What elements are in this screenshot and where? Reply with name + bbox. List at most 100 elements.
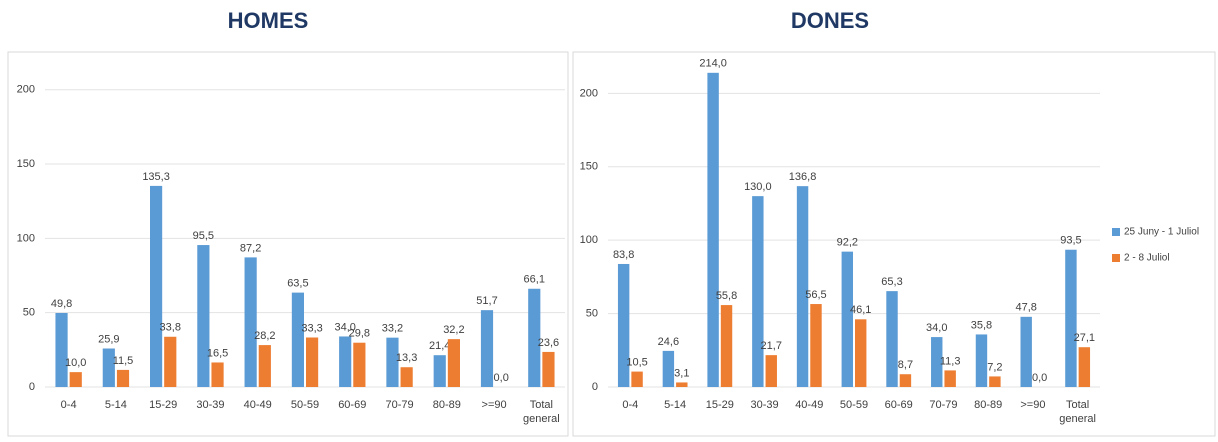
value-label: 24,6 bbox=[658, 336, 679, 348]
chart-frame bbox=[572, 51, 1216, 437]
value-label: 56,5 bbox=[805, 289, 826, 301]
value-label: 33,2 bbox=[382, 323, 403, 335]
x-tick-label: 70-79 bbox=[385, 399, 413, 411]
value-label: 135,3 bbox=[142, 171, 170, 183]
value-label: 34,0 bbox=[926, 322, 947, 334]
value-label: 87,2 bbox=[240, 242, 261, 254]
bar bbox=[1078, 347, 1091, 387]
legend-swatch bbox=[1112, 254, 1120, 262]
bar bbox=[353, 342, 366, 387]
x-tick-label: 15-29 bbox=[149, 399, 177, 411]
value-label: 47,8 bbox=[1015, 302, 1036, 314]
value-label: 46,1 bbox=[850, 304, 871, 316]
y-tick-label: 50 bbox=[23, 307, 35, 319]
bar bbox=[1020, 316, 1032, 387]
bar bbox=[433, 355, 446, 387]
y-tick-label: 0 bbox=[29, 381, 35, 393]
value-label: 33,8 bbox=[160, 322, 181, 334]
x-tick-label: 70-79 bbox=[929, 399, 957, 411]
chart-frame bbox=[7, 51, 569, 437]
bar bbox=[150, 185, 163, 387]
value-label: 21,7 bbox=[761, 340, 782, 352]
x-tick-label: 80-89 bbox=[433, 399, 461, 411]
bar bbox=[116, 369, 130, 387]
x-tick-label: 15-29 bbox=[706, 399, 734, 411]
value-label: 23,6 bbox=[538, 337, 559, 349]
value-label: 3,1 bbox=[674, 367, 689, 379]
bar bbox=[339, 336, 352, 387]
x-tick-label: 5-14 bbox=[105, 399, 127, 411]
value-label: 21,4 bbox=[429, 340, 450, 352]
bar bbox=[707, 72, 719, 388]
value-label: 0,0 bbox=[1032, 372, 1047, 384]
y-tick-label: 200 bbox=[17, 84, 35, 96]
x-tick-label: 30-39 bbox=[196, 399, 224, 411]
value-label: 66,1 bbox=[524, 274, 545, 286]
x-tick-label: 40-49 bbox=[795, 399, 823, 411]
bar bbox=[306, 337, 319, 387]
bar bbox=[631, 371, 643, 387]
bar bbox=[662, 350, 675, 387]
value-label: 10,0 bbox=[65, 357, 86, 369]
value-label: 95,5 bbox=[193, 230, 214, 242]
value-label: 11,5 bbox=[113, 355, 134, 367]
value-label: 29,8 bbox=[349, 328, 370, 340]
chart-title: HOMES bbox=[228, 8, 309, 33]
x-tick-label: 0-4 bbox=[61, 399, 77, 411]
bar bbox=[899, 374, 912, 387]
bar bbox=[400, 367, 413, 387]
bar bbox=[931, 337, 943, 387]
value-label: 92,2 bbox=[837, 237, 858, 249]
bar bbox=[975, 334, 988, 387]
value-label: 10,5 bbox=[626, 356, 647, 368]
bar bbox=[855, 319, 867, 387]
bar bbox=[211, 362, 224, 387]
value-label: 83,8 bbox=[613, 249, 634, 261]
value-label: 51,7 bbox=[476, 295, 497, 307]
y-tick-label: 100 bbox=[17, 232, 35, 244]
bar bbox=[676, 382, 688, 387]
value-label: 34,0 bbox=[334, 321, 355, 333]
bar bbox=[244, 257, 257, 387]
bar bbox=[810, 304, 822, 387]
x-tick-label: >=90 bbox=[1020, 399, 1045, 411]
bar bbox=[102, 348, 115, 387]
value-label: 33,3 bbox=[301, 322, 322, 334]
bar bbox=[841, 251, 853, 387]
value-label: 49,8 bbox=[51, 298, 72, 310]
bar bbox=[197, 245, 210, 387]
value-label: 27,1 bbox=[1074, 332, 1095, 344]
x-tick-label: 50-59 bbox=[840, 399, 868, 411]
chart-title: DONES bbox=[791, 8, 869, 33]
value-label: 0,0 bbox=[494, 372, 509, 384]
y-tick-label: 100 bbox=[580, 234, 598, 246]
bar bbox=[164, 336, 177, 387]
bar bbox=[1065, 249, 1077, 387]
value-label: 130,0 bbox=[744, 181, 772, 193]
bar bbox=[796, 186, 809, 387]
bar bbox=[386, 337, 399, 387]
y-tick-label: 150 bbox=[17, 158, 35, 170]
value-label: 55,8 bbox=[716, 290, 737, 302]
bar bbox=[989, 376, 1001, 387]
value-label: 63,5 bbox=[287, 278, 308, 290]
x-tick-label: 60-69 bbox=[338, 399, 366, 411]
legend-label: 25 Juny - 1 Juliol bbox=[1124, 227, 1199, 238]
bar bbox=[55, 312, 68, 387]
value-label: 8,7 bbox=[898, 359, 913, 371]
legend-swatch bbox=[1112, 228, 1120, 236]
x-tick-label: 80-89 bbox=[974, 399, 1002, 411]
bar bbox=[528, 288, 541, 387]
value-label: 16,5 bbox=[207, 347, 228, 359]
bar bbox=[542, 351, 555, 387]
value-label: 35,8 bbox=[971, 319, 992, 331]
bar bbox=[69, 372, 82, 387]
x-tick-label: 0-4 bbox=[622, 399, 638, 411]
x-tick-label: 5-14 bbox=[664, 399, 686, 411]
bar bbox=[765, 355, 777, 387]
value-label: 7,2 bbox=[987, 361, 1002, 373]
y-tick-label: 150 bbox=[580, 161, 598, 173]
bar bbox=[617, 263, 630, 387]
bar bbox=[291, 292, 304, 387]
